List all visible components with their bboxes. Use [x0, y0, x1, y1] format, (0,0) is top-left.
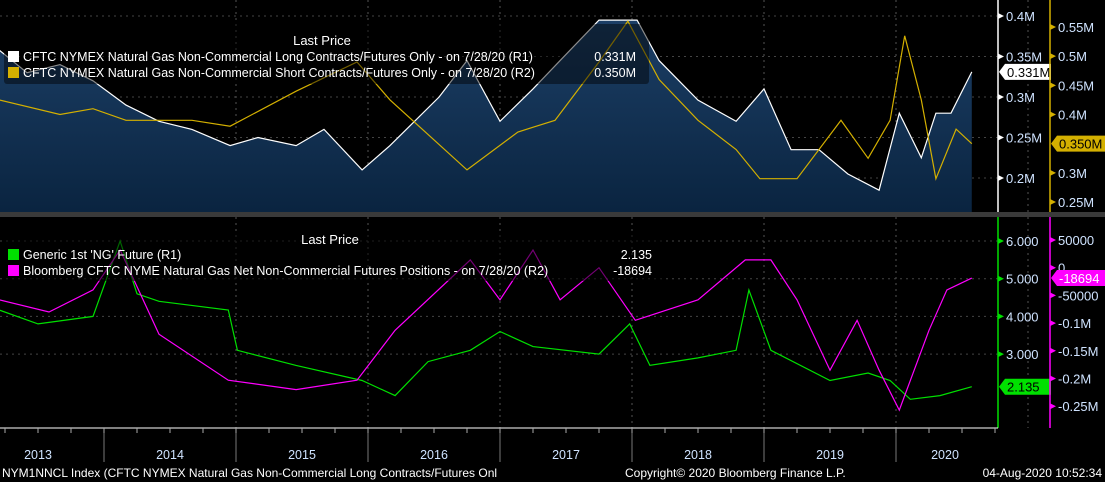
axis-tick	[998, 134, 1004, 141]
last-value-label: -18694	[1059, 271, 1099, 286]
legend-series-value: -18694	[613, 264, 652, 278]
axis-tick-label: 0.5M	[1058, 49, 1087, 64]
legend: Last Price CFTC NYMEX Natural Gas Non-Com…	[4, 24, 649, 84]
axis-tick-label: -0.15M	[1058, 344, 1098, 359]
year-label: 2015	[288, 448, 316, 462]
last-value-label: 0.350M	[1059, 137, 1102, 152]
axis-tick	[1050, 199, 1056, 206]
footer-timestamp: 04-Aug-2020 10:52:34	[983, 466, 1103, 480]
axis-tick	[998, 238, 1004, 244]
legend-swatch	[8, 265, 19, 276]
bottom-panel: 6.000 5.000 4.000 3.000 2.135 50000 0 -50000 -0.…	[0, 217, 1105, 428]
axis-tick-label: 0.25M	[1058, 195, 1094, 210]
series-area	[0, 20, 972, 212]
year-label: 2018	[684, 448, 712, 462]
axis-tick	[1050, 82, 1056, 89]
footer-copyright: Copyright© 2020 Bloomberg Finance L.P.	[625, 466, 846, 480]
axis-tick-label: 6.000	[1006, 234, 1039, 249]
axis-tick	[998, 13, 1004, 19]
year-label: 2013	[24, 448, 52, 462]
last-value-badge	[1051, 135, 1105, 152]
axis-tick	[998, 175, 1004, 181]
year-label: 2019	[816, 448, 844, 462]
legend-swatch	[8, 249, 19, 260]
legend-series-name: CFTC NYMEX Natural Gas Non-Commercial Lo…	[23, 50, 533, 64]
legend-series-name: CFTC NYMEX Natural Gas Non-Commercial Sh…	[23, 66, 535, 80]
axis-tick	[1050, 375, 1056, 382]
axis-tick-label: -0.25M	[1058, 399, 1098, 414]
x-axis: 2013 2014 2015 2016 2017 2018 2019 2020	[0, 427, 998, 462]
axis-tick	[1050, 169, 1056, 176]
last-value-badge	[999, 63, 1051, 80]
year-label: 2014	[156, 448, 184, 462]
axis-tick-label: 4.000	[1006, 309, 1039, 324]
legend-series-value: 0.331M	[594, 50, 636, 64]
axis-tick-label: 0.35M	[1006, 50, 1042, 65]
axis-tick-label: -50000	[1058, 288, 1098, 303]
axis-tick-label: 0.4M	[1006, 9, 1035, 24]
plot-area	[0, 19, 973, 212]
legend-background	[4, 231, 662, 281]
axis-tick	[998, 94, 1004, 100]
footer-security: NYM1NNCL Index (CFTC NYMEX Natural Gas N…	[2, 466, 497, 480]
axis-tick-label: 0.25M	[1006, 131, 1042, 146]
series-line-1	[0, 239, 972, 400]
legend-title: Last Price	[301, 232, 359, 247]
legend-swatch	[8, 51, 19, 62]
axis-tick	[1050, 264, 1056, 271]
axis-tick	[1050, 403, 1056, 410]
axis-tick	[998, 351, 1004, 358]
series-line-2	[0, 20, 973, 181]
axis-tick-label: 0.45M	[1058, 78, 1094, 93]
legend-title: Last Price	[293, 33, 351, 48]
axis-tick	[1050, 24, 1056, 30]
axis-tick-label: 0	[1058, 261, 1065, 276]
legend-series-name: Bloomberg CFTC NYME Natural Gas Net Non-…	[23, 264, 548, 278]
axis-tick-label: 5.000	[1006, 272, 1039, 287]
axis-tick-label: 0.3M	[1058, 166, 1087, 181]
legend-series-name: Generic 1st 'NG' Future (R1)	[23, 248, 181, 262]
axis-tick-label: 0.55M	[1058, 20, 1094, 35]
year-label: 2017	[552, 448, 580, 462]
axis-tick-label: -0.1M	[1058, 316, 1091, 331]
axis-tick	[1050, 53, 1056, 60]
legend: Last Price Generic 1st 'NG' Future (R1) 2.…	[4, 231, 662, 281]
axis-tick-label: 0.4M	[1058, 108, 1087, 123]
axis-tick	[1050, 320, 1056, 327]
axis-tick	[998, 53, 1004, 60]
axis-tick	[1050, 347, 1056, 354]
year-label: 2020	[931, 448, 959, 462]
axis-tick-label: 50000	[1058, 233, 1094, 248]
axis-tick-label: 3.000	[1006, 347, 1039, 362]
footer: NYM1NNCL Index (CFTC NYMEX Natural Gas N…	[2, 466, 1102, 480]
last-value-badge	[999, 378, 1051, 395]
top-panel: 0.4M 0.35M 0.3M 0.25M 0.2M 0.331M 0.55M 0.5M 0.4…	[0, 0, 1105, 212]
axis-tick-label: -0.2M	[1058, 372, 1091, 387]
last-value-badge	[1051, 270, 1105, 287]
series-line-2	[0, 248, 973, 412]
axis-tick	[998, 275, 1004, 282]
series-line-1	[0, 19, 973, 192]
panel-divider[interactable]	[0, 212, 1105, 217]
legend-series-value: 2.135	[621, 248, 652, 262]
plot-area	[0, 239, 973, 412]
last-value-label: 0.331M	[1007, 65, 1050, 80]
axis-tick-label: 0.3M	[1006, 90, 1035, 105]
axis-tick	[1050, 292, 1056, 299]
legend-series-value: 0.350M	[594, 66, 636, 80]
legend-swatch	[8, 67, 19, 78]
year-label: 2016	[420, 448, 448, 462]
axis-tick-label: 0.2M	[1006, 171, 1035, 186]
axis-tick	[998, 313, 1004, 320]
axis-tick	[1050, 111, 1056, 118]
axis-tick	[1050, 237, 1056, 243]
last-value-label: 2.135	[1007, 380, 1040, 395]
legend-background	[4, 24, 649, 84]
